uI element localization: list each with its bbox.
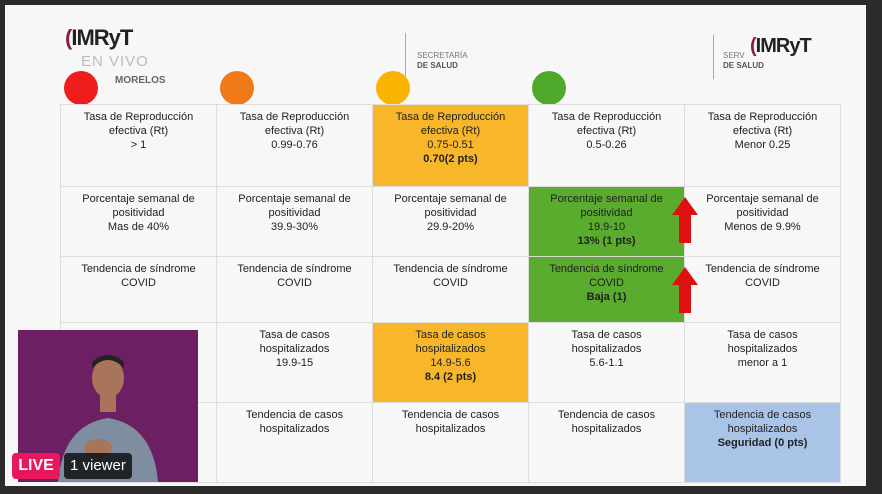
cell-range: 19.9-10 — [587, 221, 626, 233]
divider — [713, 35, 714, 79]
cell-title: Tendencia de síndrome COVID — [549, 263, 664, 289]
table-cell: Tendencia de casos hospitalizados — [217, 403, 373, 483]
table-cell: Tendencia de casos hospitalizados — [529, 403, 685, 483]
status-dot — [64, 71, 98, 105]
cell-score: 0.70(2 pts) — [423, 153, 478, 165]
table-cell: Porcentaje semanal de positividad 19.9-10… — [529, 187, 698, 257]
cell-title: Tendencia de síndrome COVID — [705, 263, 820, 289]
secretaria-2: DE SALUD — [417, 61, 458, 70]
cell-range: 0.5-0.26 — [586, 139, 627, 151]
status-dot — [220, 71, 254, 105]
cell-title: Tasa de Reproducción efectiva (Rt) — [551, 111, 662, 137]
secretaria: SECRETARÍA — [417, 51, 468, 60]
cell-range: Menos de 9.9% — [724, 221, 801, 233]
region: MORELOS — [115, 75, 166, 86]
cell-range: > 1 — [130, 139, 147, 151]
cell-title: Porcentaje semanal de positividad — [394, 193, 507, 219]
cell-score: 8.4 (2 pts) — [424, 371, 477, 383]
table-cell — [61, 403, 217, 483]
cell-title: Tendencia de síndrome COVID — [81, 263, 196, 289]
cell-title: Tendencia de síndrome COVID — [393, 263, 508, 289]
table-cell: Tendencia de síndrome COVID — [373, 257, 529, 323]
cell-range: 5.6-1.1 — [589, 357, 624, 369]
cell-range: 14.9-5.6 — [430, 357, 471, 369]
table-cell: Tendencia de síndrome COVID — [217, 257, 373, 323]
cell-range: 19.9-15 — [275, 357, 314, 369]
table-cell: Tasa de casos hospitalizados 14.9-5.6 8.4 … — [373, 323, 529, 403]
cell-title: Tendencia de síndrome COVID — [237, 263, 352, 289]
table-cell: Tasa de casos hospitalizados menor a 1 — [685, 323, 841, 403]
cell-title: Porcentaje semanal de positividad — [238, 193, 351, 219]
table-cell: Tendencia de síndrome COVID — [61, 257, 217, 323]
divider — [405, 33, 406, 77]
cell-range: 0.75-0.51 — [427, 139, 474, 151]
servicios-2: DE SALUD — [723, 61, 764, 70]
cell-range: 39.9-30% — [270, 221, 319, 233]
cell-title: Tasa de Reproducción efectiva (Rt) — [707, 111, 818, 137]
cell-title: Tasa de Reproducción efectiva (Rt) — [395, 111, 506, 137]
cell-range: 0.99-0.76 — [271, 139, 318, 151]
status-dot — [532, 71, 566, 105]
cell-range: 29.9-20% — [426, 221, 475, 233]
table-cell: Tasa de casos hospitalizados 19.9-15 — [217, 323, 373, 403]
cell-title: Porcentaje semanal de positividad — [82, 193, 195, 219]
table-cell: Tasa de casos hospitalizados 5.6-1.1 — [529, 323, 685, 403]
table-cell: Tendencia de casos hospitalizados — [373, 403, 529, 483]
cell-title: Porcentaje semanal de positividad — [550, 193, 663, 219]
table-cell: Porcentaje semanal de positividad 29.9-20… — [373, 187, 529, 257]
logo-right: (IMRyT — [750, 35, 812, 57]
logo-text: IMRyT — [755, 35, 812, 57]
viewer-count: 1 viewer — [64, 453, 132, 479]
cell-title: Tasa de casos hospitalizados — [259, 329, 330, 355]
up-arrow — [672, 267, 698, 313]
cell-range: Menor 0.25 — [734, 139, 791, 151]
table-cell: Porcentaje semanal de positividad Menos d… — [685, 187, 841, 257]
table-cell: Tasa de Reproducción efectiva (Rt) 0.99-0… — [217, 105, 373, 187]
live-watermark: EN VIVO — [81, 53, 149, 70]
cell-title: Tendencia de casos hospitalizados — [245, 409, 344, 435]
table-cell: Porcentaje semanal de positividad Mas de … — [61, 187, 217, 257]
cell-title: Tendencia de casos hospitalizados — [401, 409, 500, 435]
servicios: SERV — [723, 51, 745, 60]
table-cell: Tasa de Reproducción efectiva (Rt) Menor … — [685, 105, 841, 187]
cell-title: Tasa de Reproducción efectiva (Rt) — [83, 111, 194, 137]
cell-score: 13% (1 pts) — [577, 235, 636, 247]
up-arrow — [672, 197, 698, 243]
cell-title: Tasa de casos hospitalizados — [727, 329, 798, 355]
table-cell: Tasa de Reproducción efectiva (Rt) 0.5-0.… — [529, 105, 685, 187]
table-cell: Tendencia de casos hospitalizados Segurid… — [685, 403, 841, 483]
logo-text: IMRyT — [71, 25, 133, 50]
cell-title: Tendencia de casos hospitalizados — [713, 409, 812, 435]
table-cell: Porcentaje semanal de positividad 39.9-30… — [217, 187, 373, 257]
live-badge: LIVE — [12, 453, 60, 479]
table-cell: Tendencia de síndrome COVID Baja (1) — [529, 257, 698, 323]
cell-title: Porcentaje semanal de positividad — [706, 193, 819, 219]
cell-title: Tasa de casos hospitalizados — [415, 329, 486, 355]
status-dot — [376, 71, 410, 105]
cell-score: Seguridad (0 pts) — [717, 437, 808, 449]
cell-score: Baja (1) — [586, 291, 627, 303]
table-cell: Tasa de Reproducción efectiva (Rt) 0.75-0… — [373, 105, 529, 187]
table-cell: Tendencia de síndrome COVID — [685, 257, 841, 323]
cell-range: menor a 1 — [737, 357, 788, 369]
cell-title: Tasa de casos hospitalizados — [571, 329, 642, 355]
table-cell: Tasa de Reproducción efectiva (Rt) > 1 — [61, 105, 217, 187]
logo-left: (IMRyT — [65, 25, 133, 50]
cell-title: Tendencia de casos hospitalizados — [557, 409, 656, 435]
cell-title: Tasa de Reproducción efectiva (Rt) — [239, 111, 350, 137]
cell-range: Mas de 40% — [107, 221, 170, 233]
